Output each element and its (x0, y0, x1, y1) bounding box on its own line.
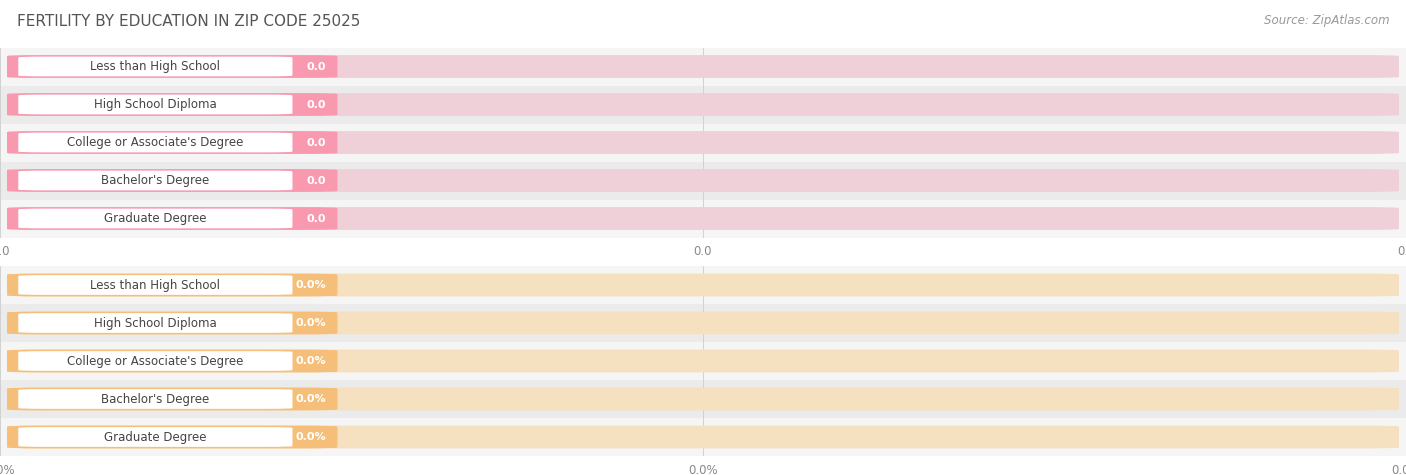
Text: 0.0%: 0.0% (295, 394, 326, 404)
Text: 0.0: 0.0 (307, 175, 326, 186)
Text: 0.0%: 0.0% (295, 356, 326, 366)
FancyBboxPatch shape (7, 169, 337, 192)
FancyBboxPatch shape (18, 57, 292, 76)
Text: Graduate Degree: Graduate Degree (104, 212, 207, 225)
Bar (0, 200, 1406, 238)
FancyBboxPatch shape (7, 93, 337, 116)
FancyBboxPatch shape (7, 312, 1399, 334)
Text: 0.0: 0.0 (307, 213, 326, 224)
Text: Bachelor's Degree: Bachelor's Degree (101, 174, 209, 187)
FancyBboxPatch shape (18, 209, 292, 228)
FancyBboxPatch shape (7, 93, 1399, 116)
Text: College or Associate's Degree: College or Associate's Degree (67, 354, 243, 368)
FancyBboxPatch shape (7, 426, 337, 448)
Text: High School Diploma: High School Diploma (94, 316, 217, 330)
FancyBboxPatch shape (18, 95, 292, 114)
Text: 0.0: 0.0 (307, 137, 326, 148)
FancyBboxPatch shape (7, 426, 1399, 448)
Text: Less than High School: Less than High School (90, 278, 221, 292)
Text: 0.0%: 0.0% (295, 280, 326, 290)
Text: 0.0%: 0.0% (295, 432, 326, 442)
Bar (0, 304, 1406, 342)
FancyBboxPatch shape (7, 55, 1399, 78)
Bar (0, 48, 1406, 86)
Text: 0.0%: 0.0% (295, 318, 326, 328)
FancyBboxPatch shape (18, 275, 292, 295)
Text: Bachelor's Degree: Bachelor's Degree (101, 392, 209, 406)
FancyBboxPatch shape (7, 350, 1399, 372)
FancyBboxPatch shape (7, 312, 337, 334)
FancyBboxPatch shape (18, 133, 292, 152)
Bar (0, 266, 1406, 304)
Bar (0, 86, 1406, 124)
Bar (0, 380, 1406, 418)
Text: High School Diploma: High School Diploma (94, 98, 217, 111)
Bar (0, 124, 1406, 162)
FancyBboxPatch shape (7, 131, 337, 154)
FancyBboxPatch shape (7, 207, 337, 230)
FancyBboxPatch shape (7, 55, 337, 78)
FancyBboxPatch shape (18, 351, 292, 371)
FancyBboxPatch shape (7, 169, 1399, 192)
FancyBboxPatch shape (7, 131, 1399, 154)
Text: Source: ZipAtlas.com: Source: ZipAtlas.com (1264, 14, 1389, 27)
Bar (0, 162, 1406, 199)
FancyBboxPatch shape (7, 274, 1399, 296)
Bar (0, 418, 1406, 456)
FancyBboxPatch shape (18, 313, 292, 333)
FancyBboxPatch shape (7, 207, 1399, 230)
Text: Less than High School: Less than High School (90, 60, 221, 73)
FancyBboxPatch shape (7, 274, 337, 296)
FancyBboxPatch shape (7, 350, 337, 372)
FancyBboxPatch shape (7, 388, 337, 410)
FancyBboxPatch shape (18, 171, 292, 190)
FancyBboxPatch shape (18, 389, 292, 409)
Text: Graduate Degree: Graduate Degree (104, 430, 207, 444)
Text: College or Associate's Degree: College or Associate's Degree (67, 136, 243, 149)
FancyBboxPatch shape (18, 427, 292, 447)
Text: 0.0: 0.0 (307, 99, 326, 110)
Text: 0.0: 0.0 (307, 61, 326, 72)
Bar (0, 342, 1406, 380)
Text: FERTILITY BY EDUCATION IN ZIP CODE 25025: FERTILITY BY EDUCATION IN ZIP CODE 25025 (17, 14, 360, 29)
FancyBboxPatch shape (7, 388, 1399, 410)
